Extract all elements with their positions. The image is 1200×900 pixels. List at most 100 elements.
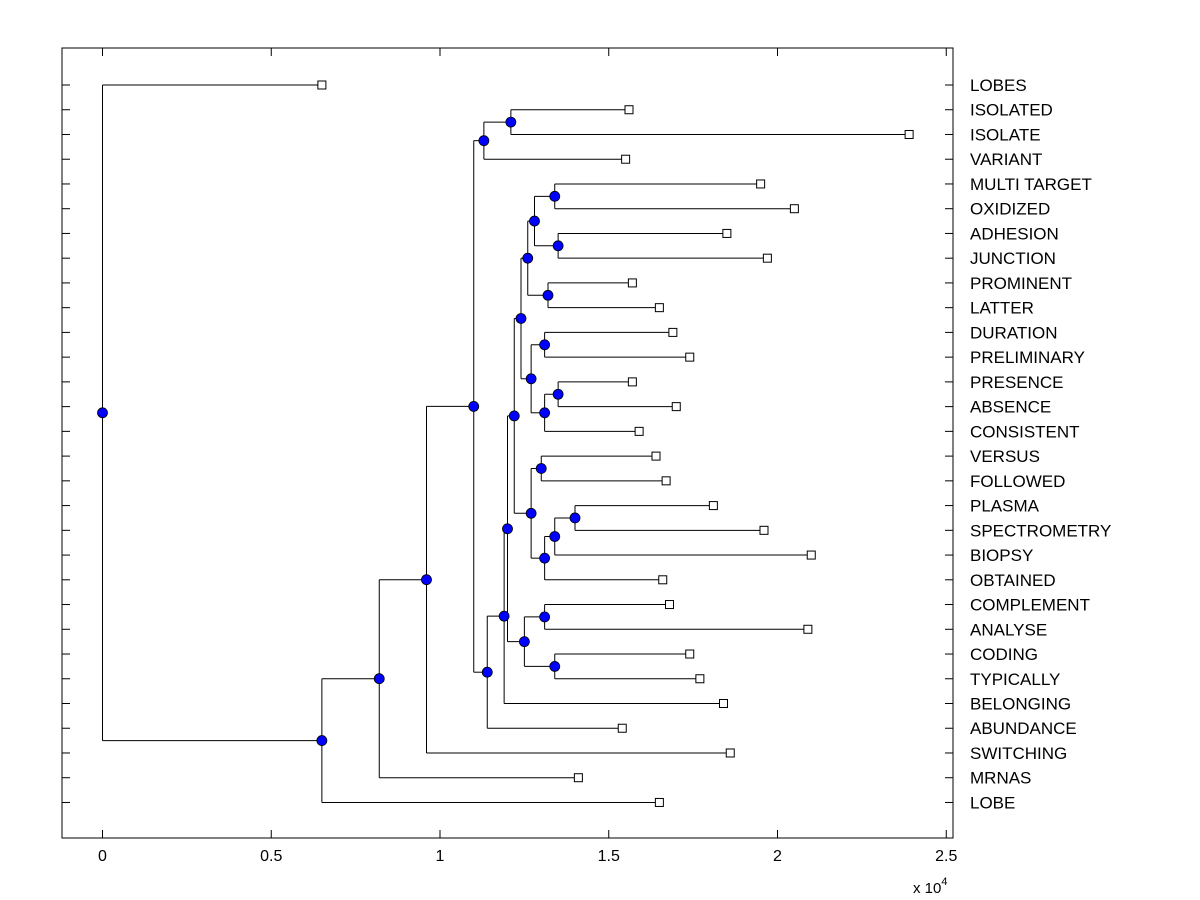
leaf-marker-analyse — [803, 624, 813, 634]
leaf-marker-junction — [762, 253, 772, 263]
leaf-marker-adhesion — [722, 228, 732, 238]
leaf-marker-typically — [695, 674, 705, 684]
node-marker-n-g1 — [522, 252, 534, 264]
leaf-label-lobe: LOBE — [970, 793, 1015, 812]
y-tick-marks — [62, 84, 953, 803]
node-marker-n-vf — [535, 463, 547, 474]
leaf-marker-mrnas — [573, 773, 583, 783]
leaf-label-consistent: CONSISTENT — [970, 422, 1080, 441]
leaf-label-isolated: ISOLATED — [970, 101, 1053, 120]
leaf-marker-lobes — [317, 80, 327, 90]
node-marker-n-g2 — [515, 313, 527, 324]
leaf-marker-latter — [654, 303, 664, 313]
axes-frame — [61, 47, 954, 839]
leaf-label-latter: LATTER — [970, 299, 1034, 318]
leaf-marker-lobe — [654, 797, 664, 807]
x-multiplier-label: x 104 — [913, 876, 947, 897]
node-marker-n-pa — [552, 388, 564, 400]
leaf-marker-oxidized — [789, 204, 799, 214]
node-marker-n-g8 — [468, 401, 480, 412]
node-marker-n-g3 — [525, 507, 537, 519]
leaf-label-belonging: BELONGING — [970, 695, 1071, 714]
node-marker-n-g10 — [373, 673, 385, 685]
leaf-marker-absence — [671, 402, 681, 412]
leaf-marker-preliminary — [685, 352, 695, 362]
x-multiplier-base: x 10 — [913, 880, 941, 897]
x-multiplier-exponent: 4 — [941, 876, 947, 888]
leaf-marker-followed — [661, 476, 671, 486]
node-marker-n-moaj — [529, 215, 540, 227]
node-marker-n-dppac — [525, 373, 537, 385]
leaf-label-followed: FOLLOWED — [970, 472, 1065, 491]
leaf-label-complement: COMPLEMENT — [970, 596, 1090, 615]
leaf-marker-versus — [651, 451, 661, 461]
leaf-label-oxidized: OXIDIZED — [970, 200, 1050, 219]
leaf-label-abundance: ABUNDANCE — [970, 719, 1077, 738]
node-marker-n-cact — [518, 636, 530, 648]
leaf-label-coding: CODING — [970, 645, 1038, 664]
node-marker-n-ps — [569, 512, 581, 524]
leaf-marker-isolate — [904, 129, 914, 139]
leaf-label-adhesion: ADHESION — [970, 224, 1059, 243]
leaf-marker-variant — [621, 154, 631, 164]
node-marker-n-psbo — [539, 552, 551, 564]
leaf-label-biopsy: BIOPSY — [970, 546, 1033, 565]
leaf-label-versus: VERSUS — [970, 447, 1040, 466]
node-marker-n-var — [478, 135, 490, 147]
node-marker-n-g5 — [502, 523, 513, 535]
node-marker-n-mo — [549, 190, 561, 202]
leaf-label-switching: SWITCHING — [970, 744, 1067, 763]
node-marker-n-pl — [542, 289, 554, 301]
node-marker-n-pac — [539, 407, 551, 419]
node-marker-n-g11 — [316, 735, 328, 746]
leaf-marker-spectrometry — [759, 525, 769, 535]
leaf-markers — [317, 80, 914, 807]
leaf-marker-prominent — [627, 278, 637, 288]
node-marker-n-ct — [549, 660, 561, 672]
node-marker-n-g6 — [498, 610, 510, 622]
node-marker-n-psb — [549, 531, 561, 542]
leaf-label-spectrometry: SPECTROMETRY — [970, 521, 1111, 540]
leaf-label-plasma: PLASMA — [970, 497, 1040, 516]
node-marker-n-g4 — [508, 410, 520, 422]
leaf-label-isolate: ISOLATE — [970, 125, 1041, 144]
x-tick-label: 2 — [773, 848, 782, 865]
node-marker-n-g7 — [481, 666, 493, 678]
leaf-label-obtained: OBTAINED — [970, 571, 1056, 590]
leaf-labels: LOBES ISOLATED ISOLATE VARIANT MULTI TARGET O… — [970, 76, 1111, 812]
node-marker-n-ca — [539, 611, 551, 623]
leaf-marker-duration — [668, 327, 678, 337]
leaf-marker-complement — [665, 600, 674, 610]
leaf-marker-switching — [725, 748, 735, 758]
leaf-marker-biopsy — [806, 550, 816, 560]
leaf-label-variant: VARIANT — [970, 150, 1042, 169]
leaf-label-duration: DURATION — [970, 323, 1058, 342]
leaf-marker-obtained — [658, 575, 668, 585]
leaf-label-lobes: LOBES — [970, 76, 1027, 95]
leaf-label-absence: ABSENCE — [970, 398, 1051, 417]
leaf-marker-presence — [627, 377, 637, 387]
x-tick-label: 0 — [98, 848, 107, 865]
leaf-marker-consistent — [634, 426, 644, 436]
leaf-marker-plasma — [708, 501, 718, 511]
leaf-label-prominent: PROMINENT — [970, 274, 1072, 293]
leaf-marker-coding — [685, 649, 695, 659]
leaf-marker-abundance — [617, 723, 627, 733]
leaf-marker-belonging — [719, 699, 728, 708]
leaf-label-preliminary: PRELIMINARY — [970, 348, 1085, 367]
x-tick-label: 1.5 — [598, 848, 620, 865]
leaf-label-mrnas: MRNAS — [970, 769, 1031, 788]
leaf-label-presence: PRESENCE — [970, 373, 1064, 392]
leaf-label-analyse: ANALYSE — [970, 620, 1047, 639]
node-marker-n-dp — [539, 339, 551, 351]
node-marker-n-g9 — [421, 574, 432, 586]
node-marker-n-aj — [552, 240, 564, 252]
leaf-label-junction: JUNCTION — [970, 249, 1056, 268]
leaf-marker-multi-target — [756, 179, 766, 189]
leaf-label-typically: TYPICALLY — [970, 670, 1060, 689]
x-tick-label: 1 — [436, 848, 445, 865]
x-tick-label: 2.5 — [935, 848, 957, 865]
x-tick-label: 0.5 — [260, 848, 282, 865]
